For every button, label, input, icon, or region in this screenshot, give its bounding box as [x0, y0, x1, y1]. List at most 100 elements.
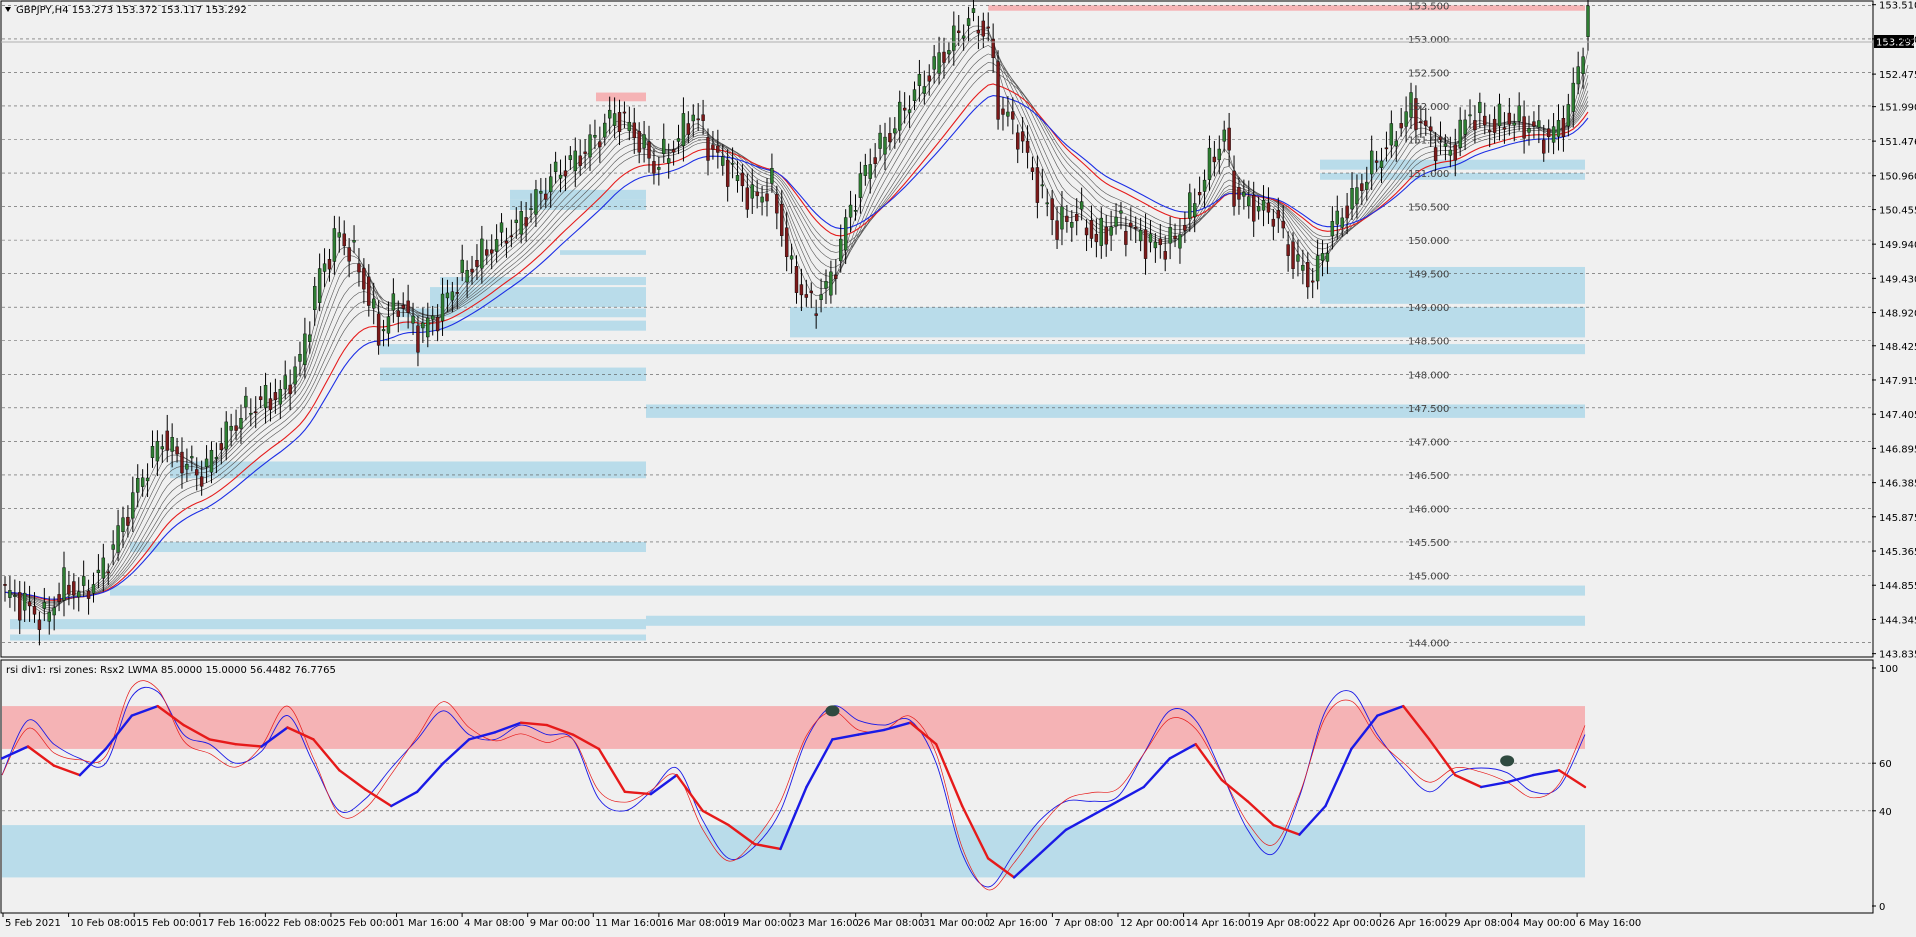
candle-body	[652, 161, 656, 174]
time-axis-label: 7 Apr 08:00	[1054, 918, 1113, 929]
candle-body	[902, 107, 907, 111]
candle-body	[1487, 130, 1492, 132]
candle-body	[1075, 213, 1079, 222]
candle-body	[789, 255, 794, 260]
candle-body	[534, 189, 538, 215]
candle-body	[229, 425, 233, 431]
candle-body	[1443, 143, 1448, 147]
price-zone	[646, 615, 1585, 626]
candle-body	[966, 18, 971, 26]
rsi-slow-line-segment	[935, 743, 964, 808]
rsi-slow-line-segment	[1480, 781, 1509, 789]
candle-body	[1419, 121, 1423, 124]
candle-body	[1281, 221, 1285, 229]
rsi-slow-line-segment	[156, 704, 185, 727]
ema-ribbon-line	[4, 45, 1589, 607]
candle-body	[691, 114, 695, 122]
time-axis-label: 4 May 00:00	[1514, 918, 1576, 929]
candle-body	[1320, 253, 1325, 261]
candle-body	[376, 313, 381, 346]
candle-body	[1045, 202, 1049, 205]
current-price-label: 153.292	[1876, 38, 1916, 49]
rsi-slow-line-segment	[571, 733, 601, 751]
grid-level-label: 148.000	[1408, 370, 1449, 381]
candle-body	[784, 227, 789, 257]
price-zone	[400, 320, 646, 331]
candle-body	[775, 194, 779, 214]
candle-body	[1163, 251, 1167, 260]
candle-body	[1266, 202, 1271, 213]
candle-body	[529, 208, 533, 210]
candle-body	[145, 477, 150, 482]
candle-body	[313, 286, 317, 311]
candle-body	[489, 249, 494, 254]
candle-body	[794, 266, 799, 293]
rsi-slow-line-segment	[0, 745, 30, 760]
candle-body	[416, 325, 420, 353]
candle-body	[288, 384, 292, 395]
candle-body	[322, 263, 327, 272]
rsi-slow-line-segment	[649, 773, 678, 796]
time-axis-label: 6 May 16:00	[1579, 918, 1641, 929]
grid-level-label: 151.500	[1408, 136, 1449, 147]
candle-body	[504, 240, 509, 244]
rsi-slow-line-segment	[1064, 814, 1094, 831]
time-axis-label: 11 Mar 16:00	[595, 918, 662, 929]
rsi-slow-line-segment	[1194, 743, 1223, 782]
grid-level-label: 150.500	[1408, 203, 1449, 214]
candle-body	[937, 52, 941, 74]
candle-body	[607, 109, 612, 119]
time-axis-label: 16 Mar 08:00	[661, 918, 728, 929]
candle-body	[254, 411, 258, 414]
candle-body	[991, 39, 995, 58]
price-axis: 153.510 153.000 152.475 151.990 151.476 150.9…	[1872, 1, 1916, 661]
time-axis-label: 26 Apr 16:00	[1382, 918, 1447, 929]
rsi-slow-line-segment	[1116, 785, 1145, 803]
rsi-slow-line-segment	[753, 842, 782, 851]
candle-body	[455, 292, 459, 294]
rsi-pane-frame	[0, 659, 1874, 914]
candle-body	[1350, 188, 1354, 210]
grid-level-label: 145.500	[1408, 538, 1449, 549]
candle-body	[185, 464, 189, 470]
candle-body	[1138, 229, 1143, 242]
candle-body	[175, 446, 179, 455]
collapse-triangle-icon[interactable]	[5, 7, 11, 12]
candle-body	[406, 300, 410, 313]
candle-body	[1483, 115, 1487, 126]
candle-body	[268, 398, 273, 410]
candle-body	[1325, 253, 1330, 262]
candle-body	[347, 247, 351, 262]
candle-body	[475, 260, 479, 267]
rsi-slow-line-segment	[52, 764, 82, 777]
candle-body	[1360, 183, 1364, 191]
candle-body	[396, 310, 400, 317]
candle-body	[131, 492, 135, 519]
candle-body	[1040, 184, 1045, 187]
grid-level-label: 147.000	[1408, 437, 1449, 448]
rsi-slow-line-segment	[597, 747, 626, 793]
candle-body	[298, 354, 302, 362]
rsi-slow-line-segment	[364, 788, 393, 808]
candle-body	[150, 446, 155, 458]
candle-body	[327, 259, 332, 270]
candle-body	[1227, 127, 1231, 151]
rsi-slow-line-segment	[675, 773, 704, 812]
rsi-slow-line-segment	[1168, 743, 1197, 760]
candle-body	[303, 333, 307, 365]
candle-body	[22, 592, 27, 611]
candle-body	[942, 51, 946, 63]
candle-body	[1178, 234, 1182, 249]
candle-body	[1276, 210, 1280, 219]
candle-body	[18, 592, 22, 621]
candle-body	[824, 281, 828, 289]
candle-body	[1438, 136, 1443, 140]
rsi-slow-line-segment	[805, 738, 834, 789]
rsi-slow-line-segment	[1012, 852, 1042, 879]
candle-body	[499, 222, 504, 233]
ema-red-line	[4, 83, 1589, 601]
time-axis-label: 14 Apr 16:00	[1186, 918, 1251, 929]
candle-body	[1453, 144, 1457, 161]
candle-body	[539, 191, 543, 194]
